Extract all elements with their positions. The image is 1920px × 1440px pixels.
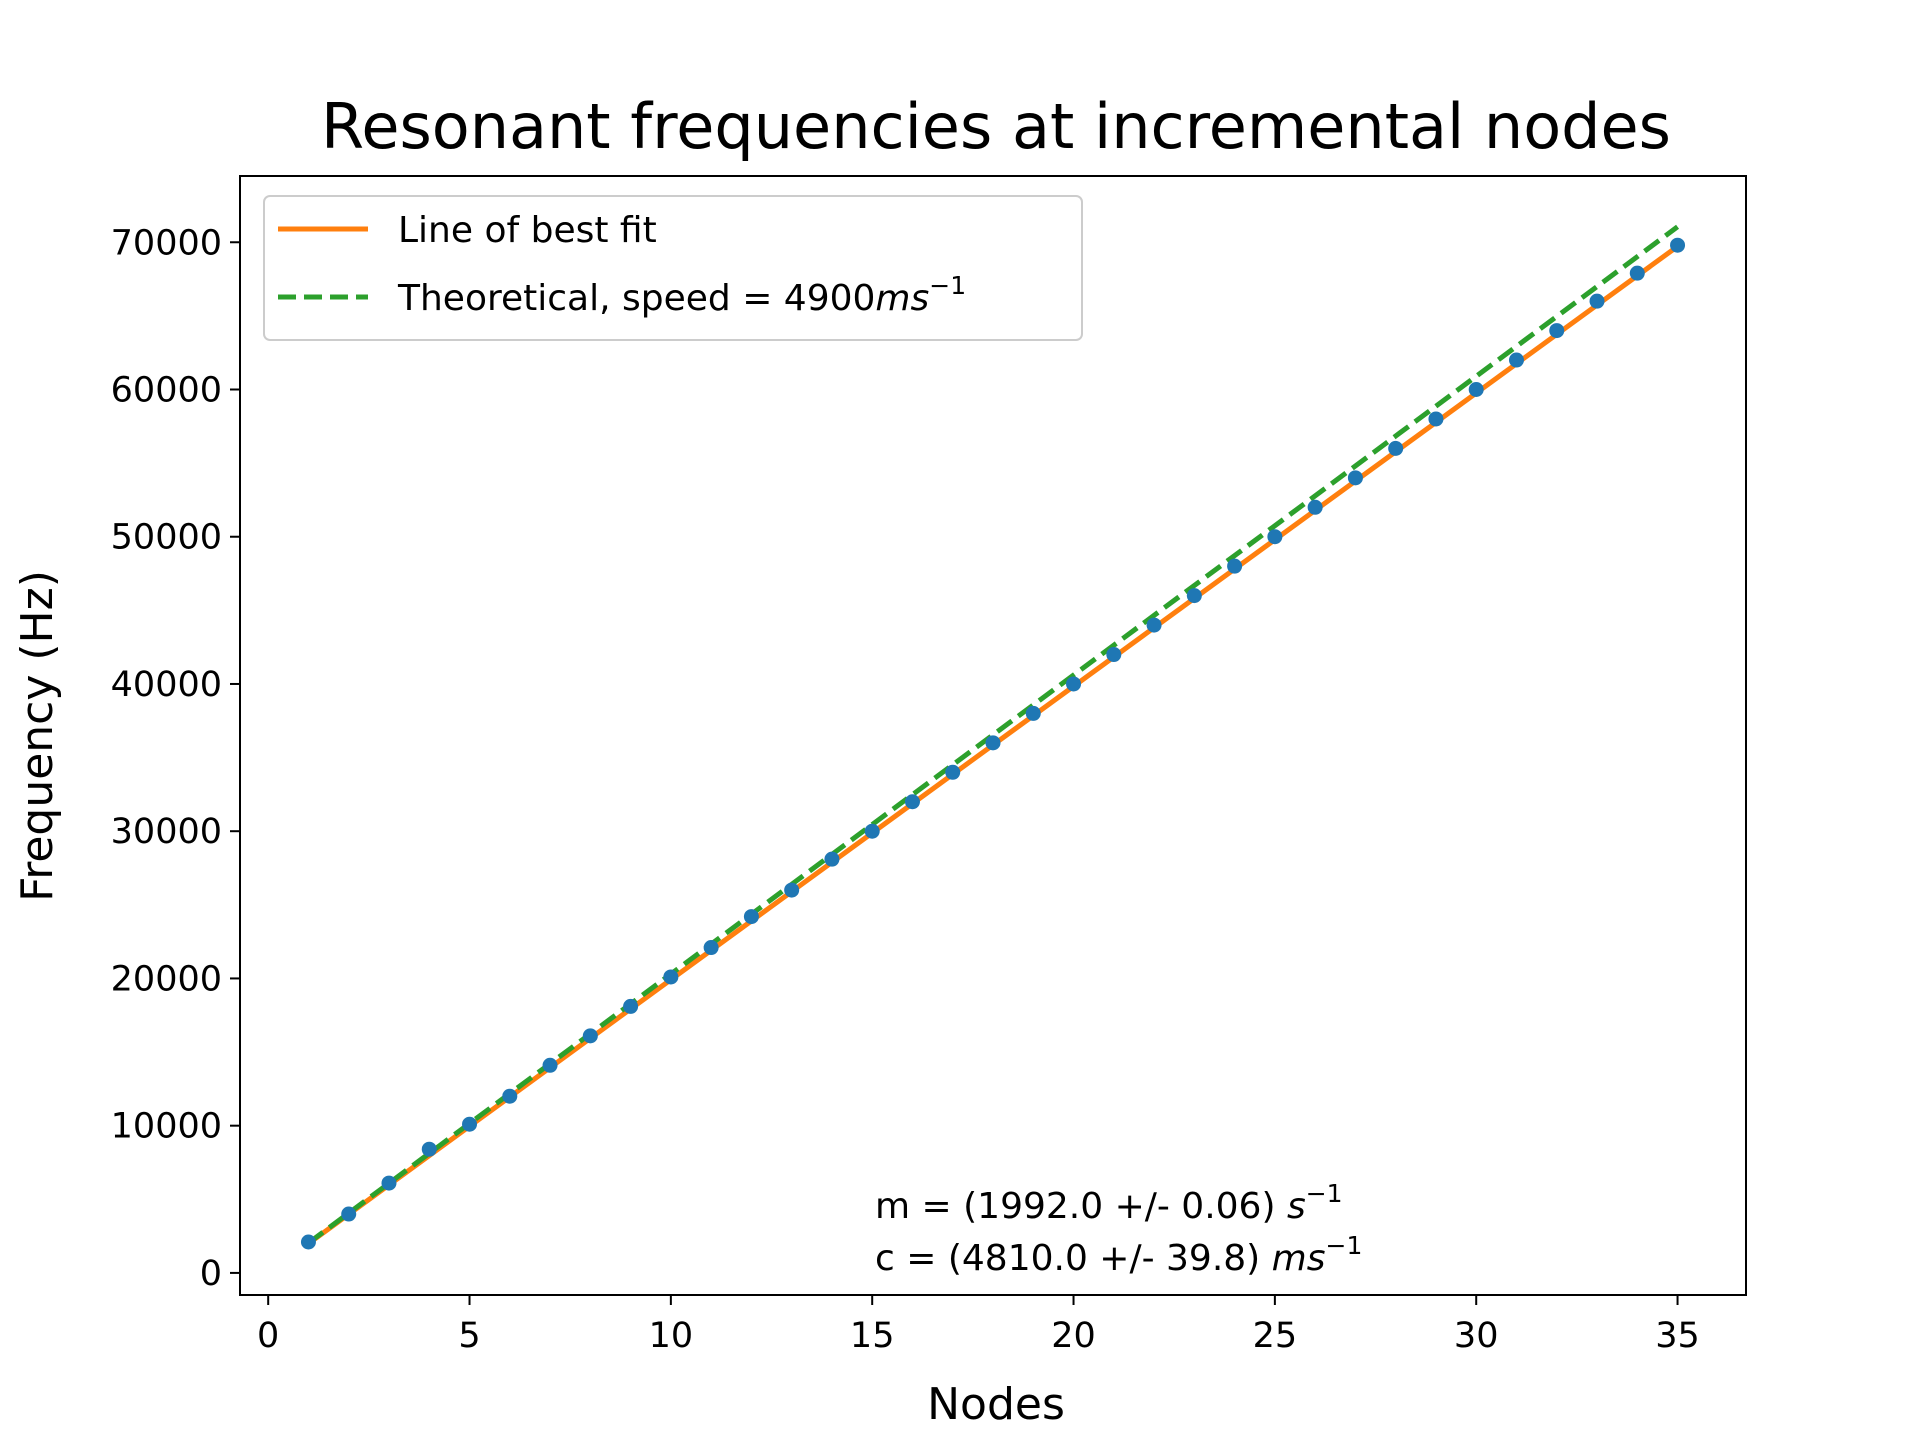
- data-point: [743, 909, 759, 925]
- y-tick-label: 10000: [111, 1107, 222, 1147]
- data-point: [1307, 499, 1323, 515]
- x-axis-ticks: 0 5 10 15 20 25 30 35: [257, 1295, 1700, 1356]
- data-point: [1347, 470, 1363, 486]
- data-point: [985, 735, 1001, 751]
- data-point: [663, 969, 679, 985]
- data-point: [1508, 352, 1524, 368]
- plot-frame: [239, 175, 1747, 1296]
- data-point: [824, 851, 840, 867]
- y-tick-label: 0: [200, 1254, 222, 1294]
- y-tick-label: 20000: [111, 959, 222, 999]
- data-point: [502, 1088, 518, 1104]
- data-point: [904, 794, 920, 810]
- data-point: [1629, 265, 1645, 281]
- y-tick-label: 40000: [111, 665, 222, 705]
- x-tick-label: 0: [257, 1316, 279, 1356]
- y-tick-label: 30000: [111, 812, 222, 852]
- y-axis-label: Frequency (Hz): [12, 570, 63, 902]
- legend-label-best-fit: Line of best fit: [398, 210, 657, 251]
- data-point: [1106, 647, 1122, 663]
- data-point: [1549, 323, 1565, 339]
- data-point: [381, 1175, 397, 1191]
- data-point: [1267, 529, 1283, 545]
- data-point: [1468, 381, 1484, 397]
- x-axis-label: Nodes: [927, 1379, 1065, 1430]
- data-point: [1146, 617, 1162, 633]
- y-tick-label: 60000: [111, 370, 222, 410]
- x-tick-label: 5: [458, 1316, 480, 1356]
- data-point: [421, 1141, 437, 1157]
- annotation-slope: m = (1992.0 +/- 0.06) s−1: [875, 1179, 1343, 1227]
- chart-title: Resonant frequencies at incremental node…: [321, 90, 1671, 163]
- data-point: [462, 1116, 478, 1132]
- y-tick-label: 70000: [111, 223, 222, 263]
- data-point: [623, 998, 639, 1014]
- data-point: [1670, 237, 1686, 253]
- legend: Line of best fit Theoretical, speed = 49…: [263, 195, 1083, 341]
- plot-series-points: [300, 237, 1686, 1250]
- data-point: [1066, 676, 1082, 692]
- data-point: [1388, 440, 1404, 456]
- data-point: [1025, 705, 1041, 721]
- y-axis-ticks: 0 10000 20000 30000 40000 50000 60000 70000: [111, 223, 240, 1294]
- data-point: [864, 823, 880, 839]
- data-point: [582, 1028, 598, 1044]
- data-point: [784, 882, 800, 898]
- x-tick-label: 30: [1454, 1316, 1499, 1356]
- data-point: [1428, 411, 1444, 427]
- x-tick-label: 25: [1253, 1316, 1298, 1356]
- data-point: [945, 764, 961, 780]
- x-tick-label: 35: [1655, 1316, 1700, 1356]
- data-point: [300, 1234, 316, 1250]
- data-point: [542, 1057, 558, 1073]
- data-point: [1186, 588, 1202, 604]
- data-point: [1227, 558, 1243, 574]
- legend-box: [263, 195, 1083, 341]
- y-tick-label: 50000: [111, 518, 222, 558]
- annotation-intercept: c = (4810.0 +/- 39.8) ms−1: [875, 1231, 1362, 1279]
- legend-label-theoretical: Theoretical, speed = 4900ms−1: [397, 271, 966, 319]
- data-point: [1589, 293, 1605, 309]
- series-line-2: [306, 224, 1680, 1246]
- x-tick-label: 15: [850, 1316, 895, 1356]
- data-point: [703, 940, 719, 956]
- data-point: [341, 1206, 357, 1222]
- x-tick-label: 20: [1051, 1316, 1096, 1356]
- x-tick-label: 10: [649, 1316, 694, 1356]
